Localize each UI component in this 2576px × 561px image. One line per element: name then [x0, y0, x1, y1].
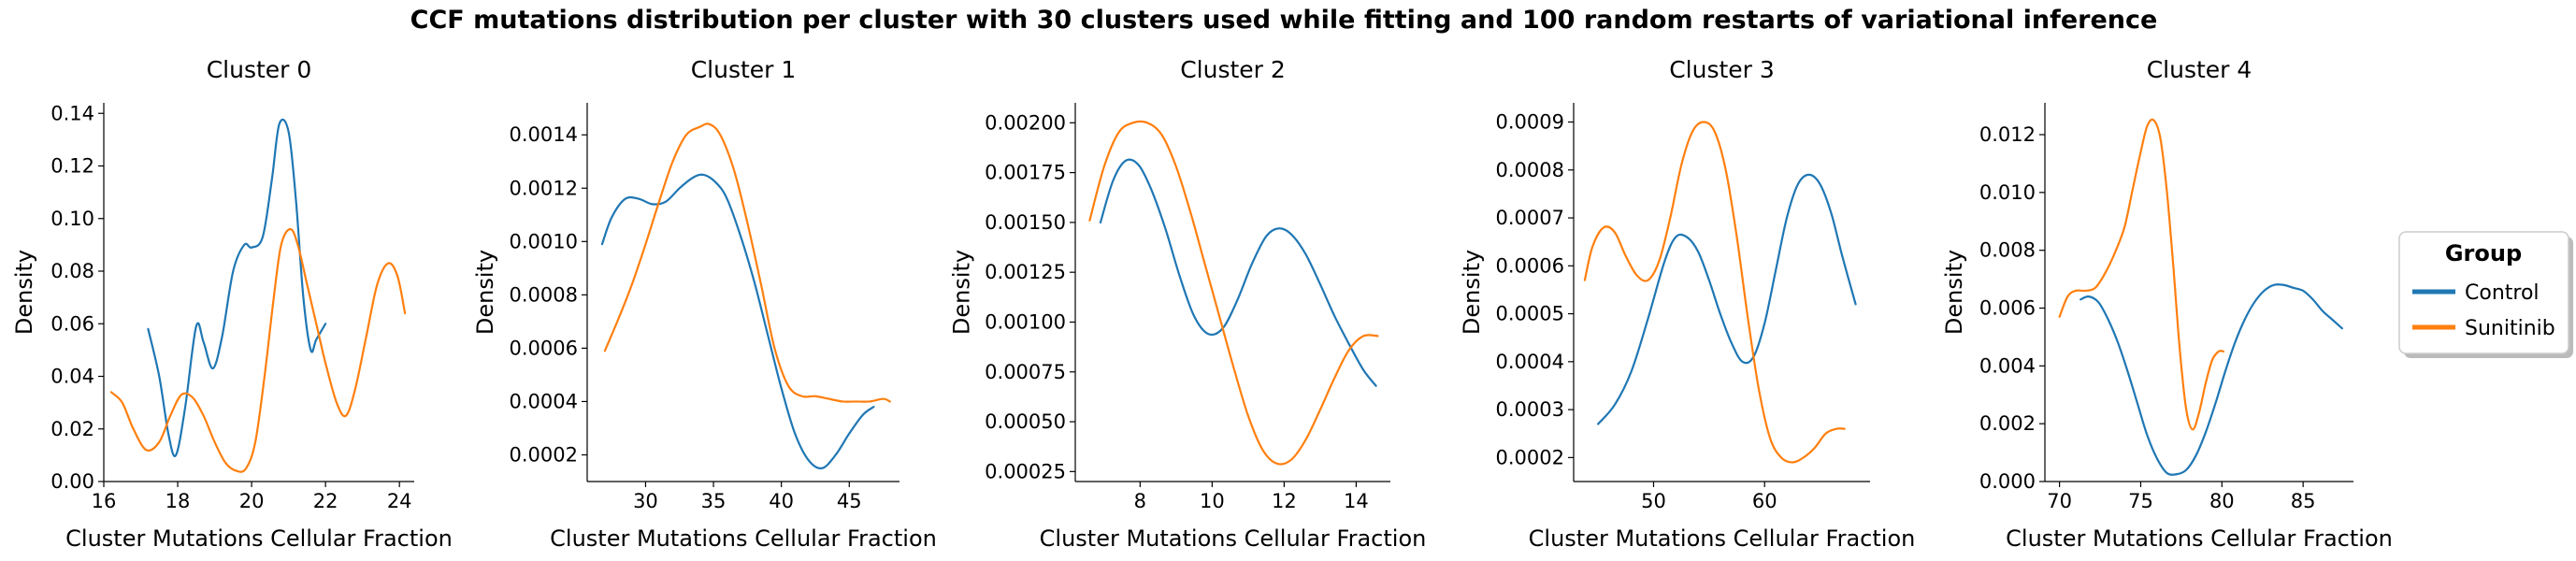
x-axis-label: Cluster Mutations Cellular Fraction	[65, 525, 453, 552]
series-line-control	[2080, 283, 2343, 476]
panel-cluster-3: Cluster 3 50 60 0.0002 0.0003 0.0004 0.0005 0.0…	[1459, 56, 1916, 552]
series-line-sunitinib	[109, 227, 407, 473]
y-tick-label: 0.00075	[985, 361, 1066, 383]
panel-title: Cluster 2	[1180, 56, 1286, 83]
series-line-sunitinib	[1088, 120, 1379, 466]
y-tick-label: 0.012	[1979, 123, 2036, 146]
x-tick-label: 14	[1344, 490, 1369, 512]
y-tick-label: 0.04	[50, 366, 94, 388]
legend-box	[2398, 231, 2569, 354]
y-axis-label: Density	[1459, 250, 1485, 335]
series-line-sunitinib	[1583, 121, 1846, 464]
series-line-control	[1099, 158, 1377, 387]
series-line-control	[600, 173, 875, 469]
y-tick-label: 0.0005	[1496, 303, 1564, 325]
x-axis-label: Cluster Mutations Cellular Fraction	[1040, 525, 1427, 552]
y-axis-label: Density	[472, 250, 498, 335]
x-tick-label: 70	[2047, 490, 2072, 512]
x-tick-label: 20	[239, 490, 265, 512]
y-tick-label: 0.06	[50, 312, 94, 335]
x-axis-label: Cluster Mutations Cellular Fraction	[2006, 525, 2393, 552]
x-tick-label: 75	[2128, 490, 2153, 512]
y-tick-label: 0.08	[50, 260, 94, 282]
y-tick-label: 0.0014	[510, 123, 578, 146]
y-tick-label: 0.0009	[1496, 111, 1564, 134]
x-tick-label: 8	[1134, 490, 1146, 512]
y-tick-label: 0.010	[1979, 181, 2036, 204]
series-line-sunitinib	[2058, 118, 2225, 431]
y-axis-label: Density	[1941, 250, 1967, 335]
y-tick-label: 0.0002	[1496, 446, 1564, 468]
x-axis-label: Cluster Mutations Cellular Fraction	[1529, 525, 1916, 552]
x-tick-label: 24	[387, 490, 412, 512]
panel-cluster-0: Cluster 0 16 18 20 22 24 0.00 0.02 0.04 0.06 0.08 0…	[11, 56, 453, 552]
panel-cluster-2: Cluster 2 8 10 12 14 0.00025 0.00050 0.00075 0.0…	[949, 56, 1427, 552]
y-tick-label: 0.0010	[510, 230, 578, 252]
x-axis-label: Cluster Mutations Cellular Fraction	[550, 525, 937, 552]
y-tick-label: 0.000	[1979, 470, 2036, 493]
y-tick-label: 0.0006	[1496, 254, 1564, 277]
x-tick-label: 30	[633, 490, 658, 512]
y-tick-label: 0.0004	[1496, 351, 1564, 373]
legend: Group Control Sunitinib	[2398, 231, 2573, 358]
x-tick-label: 85	[2291, 490, 2316, 512]
x-tick-label: 12	[1272, 490, 1297, 512]
x-tick-label: 40	[769, 490, 794, 512]
panels: Cluster 0 16 18 20 22 24 0.00 0.02 0.04 0.06 0.08 0…	[11, 56, 2393, 552]
y-tick-label: 0.00050	[985, 410, 1066, 433]
y-tick-label: 0.004	[1979, 354, 2036, 377]
y-tick-label: 0.02	[50, 418, 94, 440]
y-tick-label: 0.006	[1979, 297, 2036, 320]
x-tick-label: 35	[701, 490, 727, 512]
y-tick-label: 0.0008	[510, 283, 578, 306]
y-tick-label: 0.0012	[510, 177, 578, 199]
x-tick-label: 16	[92, 490, 117, 512]
panel-cluster-4: Cluster 4 70 75 80 85 0.000 0.002 0.004 0.006 0.0…	[1941, 56, 2393, 552]
y-tick-label: 0.00200	[985, 111, 1066, 134]
x-tick-label: 10	[1200, 490, 1225, 512]
x-tick-label: 22	[313, 490, 338, 512]
panel-title: Cluster 3	[1669, 56, 1775, 83]
y-tick-label: 0.008	[1979, 239, 2036, 262]
y-axis-label: Density	[11, 250, 37, 335]
y-tick-label: 0.00125	[985, 261, 1066, 283]
legend-title: Group	[2445, 240, 2522, 266]
y-tick-label: 0.00150	[985, 211, 1066, 234]
y-tick-label: 0.0002	[510, 443, 578, 466]
y-tick-label: 0.0008	[1496, 159, 1564, 181]
y-tick-label: 0.00175	[985, 162, 1066, 184]
panel-cluster-1: Cluster 1 30 35 40 45 0.0002 0.0004 0.0006 0.000…	[472, 56, 937, 552]
y-tick-label: 0.12	[50, 155, 94, 178]
series-line-control	[147, 118, 327, 457]
x-tick-label: 50	[1641, 490, 1666, 512]
series-line-control	[1597, 173, 1857, 425]
y-tick-label: 0.10	[50, 208, 94, 230]
y-tick-label: 0.0004	[510, 390, 578, 412]
y-tick-label: 0.0003	[1496, 398, 1564, 421]
panel-title: Cluster 4	[2147, 56, 2252, 83]
x-tick-label: 60	[1752, 490, 1777, 512]
y-tick-label: 0.0006	[510, 337, 578, 359]
x-tick-label: 18	[165, 490, 191, 512]
y-axis-label: Density	[949, 250, 975, 335]
panel-title: Cluster 1	[691, 56, 797, 83]
x-tick-label: 45	[837, 490, 862, 512]
figure-title: CCF mutations distribution per cluster w…	[410, 6, 2158, 35]
legend-label-control: Control	[2465, 281, 2540, 305]
series-line-sunitinib	[603, 122, 891, 403]
y-tick-label: 0.0007	[1496, 207, 1564, 229]
x-tick-label: 80	[2209, 490, 2235, 512]
y-tick-label: 0.00	[50, 470, 94, 493]
y-tick-label: 0.002	[1979, 412, 2036, 435]
panel-title: Cluster 0	[207, 56, 312, 83]
y-tick-label: 0.00100	[985, 310, 1066, 333]
y-tick-label: 0.00025	[985, 460, 1066, 482]
y-tick-label: 0.14	[50, 102, 94, 124]
legend-label-sunitinib: Sunitinib	[2465, 317, 2555, 340]
